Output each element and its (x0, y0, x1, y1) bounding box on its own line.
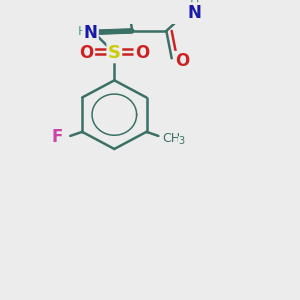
Text: H: H (189, 0, 199, 11)
Text: O: O (80, 44, 94, 62)
Text: N: N (187, 4, 201, 22)
Text: F: F (51, 128, 63, 146)
Text: 3: 3 (178, 136, 184, 146)
Text: S: S (108, 44, 121, 62)
Text: O: O (175, 52, 189, 70)
Text: H: H (77, 25, 87, 38)
Text: N: N (84, 24, 98, 42)
Text: CH: CH (162, 132, 180, 145)
Text: O: O (135, 44, 149, 62)
